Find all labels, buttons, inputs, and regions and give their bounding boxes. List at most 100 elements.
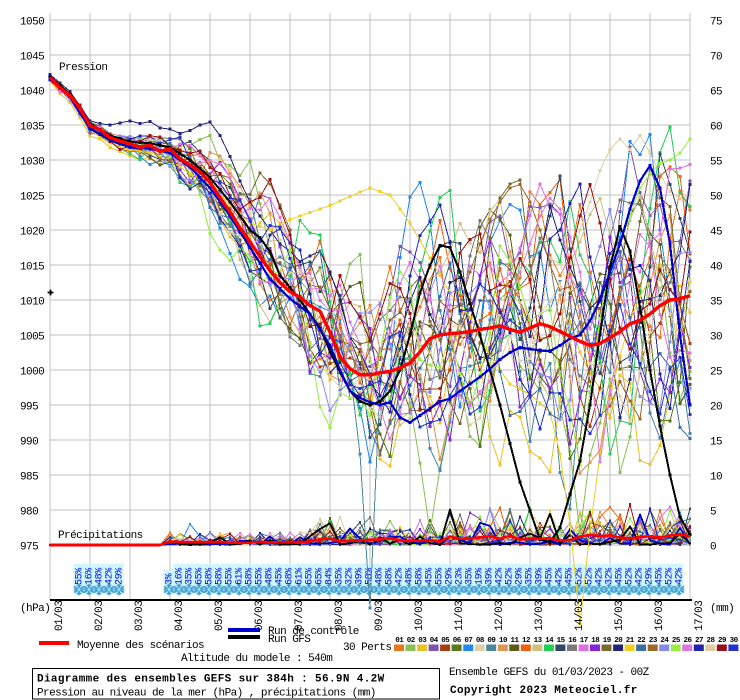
svg-text:55%: 55% — [435, 568, 446, 585]
svg-text:1050: 1050 — [20, 17, 44, 29]
svg-text:75: 75 — [710, 17, 722, 29]
svg-text:05/03: 05/03 — [214, 601, 226, 631]
svg-text:1030: 1030 — [20, 157, 44, 169]
svg-text:985: 985 — [20, 472, 38, 484]
svg-text:17/03: 17/03 — [694, 601, 706, 631]
svg-text:61%: 61% — [235, 568, 246, 585]
svg-text:65%: 65% — [305, 568, 316, 585]
svg-text:16%: 16% — [175, 568, 186, 585]
svg-text:29%: 29% — [515, 568, 526, 585]
svg-text:1000: 1000 — [20, 367, 44, 379]
svg-text:55%: 55% — [75, 568, 86, 585]
svg-text:21: 21 — [626, 637, 635, 645]
svg-text:30 Perts.: 30 Perts. — [343, 642, 397, 654]
svg-text:975: 975 — [20, 542, 38, 554]
svg-text:30: 30 — [730, 637, 739, 645]
svg-text:22: 22 — [637, 637, 646, 645]
svg-text:39%: 39% — [485, 568, 496, 585]
svg-text:52%: 52% — [625, 568, 636, 585]
svg-text:1035: 1035 — [20, 122, 44, 134]
svg-text:58%: 58% — [245, 568, 256, 585]
svg-text:12: 12 — [522, 637, 531, 645]
svg-text:20: 20 — [614, 637, 623, 645]
svg-text:11: 11 — [510, 637, 519, 645]
svg-text:03: 03 — [418, 637, 427, 645]
svg-text:35%: 35% — [185, 568, 196, 585]
svg-text:11/03: 11/03 — [454, 601, 466, 631]
svg-text:23: 23 — [649, 637, 658, 645]
svg-text:10: 10 — [710, 472, 722, 484]
svg-text:0: 0 — [710, 542, 716, 554]
svg-text:(mm): (mm) — [710, 603, 734, 615]
svg-text:1010: 1010 — [20, 297, 44, 309]
svg-text:42%: 42% — [635, 568, 646, 585]
svg-text:1045: 1045 — [20, 52, 44, 64]
svg-text:14: 14 — [545, 637, 554, 645]
svg-text:07/03: 07/03 — [294, 601, 306, 631]
svg-text:52%: 52% — [575, 568, 586, 585]
svg-text:42%: 42% — [395, 568, 406, 585]
svg-text:52%: 52% — [505, 568, 516, 585]
svg-text:52%: 52% — [665, 568, 676, 585]
svg-text:20: 20 — [710, 402, 722, 414]
svg-text:08: 08 — [476, 637, 485, 645]
svg-text:02/03: 02/03 — [94, 601, 106, 631]
svg-text:Diagramme des ensembles GEFS s: Diagramme des ensembles GEFS sur 384h : … — [37, 674, 385, 686]
svg-text:32%: 32% — [605, 568, 616, 585]
svg-text:68%: 68% — [285, 568, 296, 585]
svg-text:04: 04 — [430, 637, 439, 645]
svg-text:65%: 65% — [315, 568, 326, 585]
svg-text:09/03: 09/03 — [374, 601, 386, 631]
svg-text:25: 25 — [672, 637, 681, 645]
svg-text:58%: 58% — [415, 568, 426, 585]
svg-text:10/03: 10/03 — [414, 601, 426, 631]
svg-text:58%: 58% — [385, 568, 396, 585]
svg-text:1005: 1005 — [20, 332, 44, 344]
svg-text:Pression au niveau de la mer (: Pression au niveau de la mer (hPa) , pré… — [37, 688, 376, 700]
svg-text:39%: 39% — [355, 568, 366, 585]
svg-text:1020: 1020 — [20, 227, 44, 239]
svg-text:995: 995 — [20, 402, 38, 414]
svg-text:16: 16 — [568, 637, 577, 645]
svg-text:19%: 19% — [475, 568, 486, 585]
svg-text:42%: 42% — [495, 568, 506, 585]
svg-text:23%: 23% — [455, 568, 466, 585]
svg-text:01/03: 01/03 — [54, 601, 66, 631]
svg-text:42%: 42% — [675, 568, 686, 585]
svg-text:42%: 42% — [555, 568, 566, 585]
svg-text:39%: 39% — [535, 568, 546, 585]
svg-text:45%: 45% — [615, 568, 626, 585]
svg-text:Ensemble GEFS du 01/03/2023 -: Ensemble GEFS du 01/03/2023 - 00Z — [449, 667, 650, 679]
svg-text:13: 13 — [534, 637, 543, 645]
svg-text:01: 01 — [395, 637, 404, 645]
svg-text:45%: 45% — [275, 568, 286, 585]
svg-text:25: 25 — [710, 367, 722, 379]
svg-text:32%: 32% — [345, 568, 356, 585]
svg-text:35%: 35% — [525, 568, 536, 585]
svg-text:Run de contrôle: Run de contrôle — [268, 626, 359, 638]
svg-text:24: 24 — [660, 637, 669, 645]
svg-text:980: 980 — [20, 507, 38, 519]
svg-text:27: 27 — [695, 637, 703, 645]
svg-text:15: 15 — [710, 437, 722, 449]
svg-text:990: 990 — [20, 437, 38, 449]
svg-text:17: 17 — [580, 637, 588, 645]
svg-text:14/03: 14/03 — [574, 601, 586, 631]
svg-text:61%: 61% — [295, 568, 306, 585]
svg-text:42%: 42% — [595, 568, 606, 585]
svg-text:02: 02 — [407, 637, 416, 645]
svg-text:84%: 84% — [325, 568, 336, 585]
svg-text:07: 07 — [464, 637, 472, 645]
svg-text:55%: 55% — [255, 568, 266, 585]
svg-text:40: 40 — [710, 262, 722, 274]
svg-text:45%: 45% — [655, 568, 666, 585]
svg-text:1025: 1025 — [20, 192, 44, 204]
svg-text:45%: 45% — [425, 568, 436, 585]
svg-text:13/03: 13/03 — [534, 601, 546, 631]
svg-text:65: 65 — [710, 87, 722, 99]
svg-text:03/03: 03/03 — [134, 601, 146, 631]
svg-text:35%: 35% — [335, 568, 346, 585]
svg-text:06: 06 — [453, 637, 462, 645]
svg-text:Précipitations: Précipitations — [58, 530, 143, 542]
svg-text:58%: 58% — [365, 568, 376, 585]
